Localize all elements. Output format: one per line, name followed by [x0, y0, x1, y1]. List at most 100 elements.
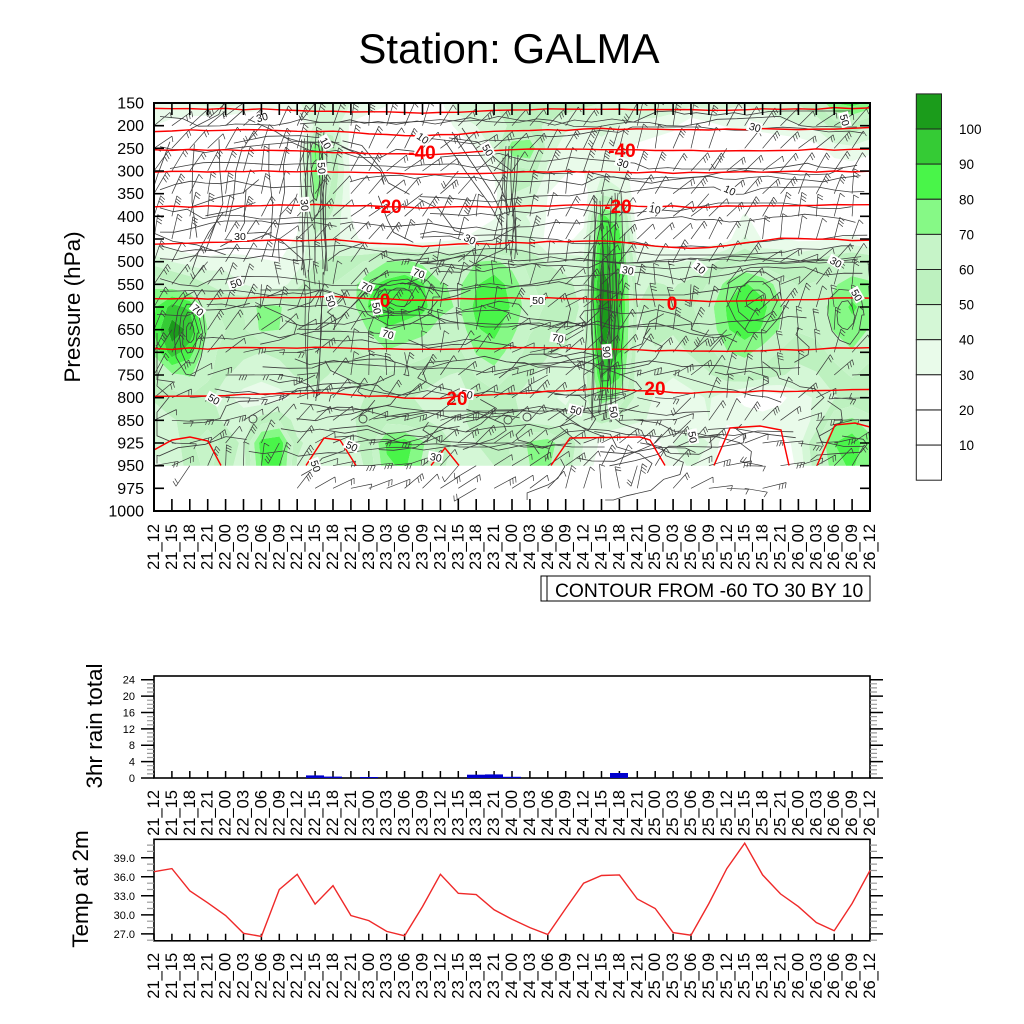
svg-text:21_12: 21_12 [145, 953, 163, 999]
svg-text:90: 90 [600, 346, 613, 359]
svg-text:21_12: 21_12 [145, 790, 163, 836]
svg-text:700: 700 [117, 345, 144, 362]
svg-text:22_09: 22_09 [270, 524, 288, 570]
svg-text:90: 90 [959, 157, 974, 172]
svg-text:39.0: 39.0 [114, 853, 135, 865]
svg-text:21_18: 21_18 [181, 524, 199, 570]
svg-text:200: 200 [117, 118, 144, 135]
svg-text:50: 50 [229, 276, 244, 291]
svg-text:70: 70 [381, 328, 396, 343]
svg-text:20: 20 [446, 389, 467, 410]
svg-text:22_18: 22_18 [324, 790, 342, 836]
svg-text:10: 10 [959, 438, 974, 453]
svg-text:25_06: 25_06 [682, 790, 700, 836]
svg-text:25_09: 25_09 [700, 953, 718, 999]
svg-text:30: 30 [234, 231, 246, 243]
svg-text:22_15: 22_15 [306, 790, 324, 836]
svg-text:30: 30 [255, 111, 270, 126]
svg-text:24_12: 24_12 [575, 953, 593, 999]
svg-text:23_03: 23_03 [378, 790, 396, 836]
svg-text:22_06: 22_06 [252, 524, 270, 570]
svg-text:23_15: 23_15 [449, 524, 467, 570]
svg-text:24_12: 24_12 [575, 790, 593, 836]
svg-text:24_06: 24_06 [539, 953, 557, 999]
svg-text:40: 40 [959, 333, 974, 348]
svg-text:21_15: 21_15 [163, 953, 181, 999]
svg-text:24_21: 24_21 [628, 790, 646, 836]
svg-text:20: 20 [959, 403, 974, 418]
svg-text:1000: 1000 [108, 504, 144, 521]
svg-text:-40: -40 [408, 143, 435, 164]
svg-text:22_12: 22_12 [288, 790, 306, 836]
svg-text:25_21: 25_21 [772, 524, 790, 570]
svg-text:24_00: 24_00 [503, 953, 521, 999]
svg-text:21_18: 21_18 [181, 953, 199, 999]
svg-text:24_18: 24_18 [610, 790, 628, 836]
svg-text:25_15: 25_15 [736, 524, 754, 570]
svg-text:36.0: 36.0 [114, 872, 135, 884]
svg-text:12: 12 [123, 724, 135, 736]
svg-text:25_00: 25_00 [646, 953, 664, 999]
svg-text:30.0: 30.0 [114, 910, 135, 922]
svg-text:25_00: 25_00 [646, 790, 664, 836]
svg-text:70: 70 [411, 266, 426, 281]
svg-text:650: 650 [117, 322, 144, 339]
svg-text:50: 50 [369, 301, 383, 315]
svg-text:23_00: 23_00 [360, 790, 378, 836]
svg-text:26_12: 26_12 [861, 953, 879, 999]
svg-text:25_06: 25_06 [682, 953, 700, 999]
svg-text:950: 950 [117, 458, 144, 475]
svg-text:23_15: 23_15 [449, 953, 467, 999]
svg-text:25_06: 25_06 [682, 524, 700, 570]
svg-text:30: 30 [827, 255, 843, 271]
svg-text:23_03: 23_03 [378, 953, 396, 999]
svg-text:24_21: 24_21 [628, 953, 646, 999]
svg-text:23_15: 23_15 [449, 790, 467, 836]
svg-text:21_15: 21_15 [163, 790, 181, 836]
svg-text:350: 350 [117, 186, 144, 203]
svg-text:750: 750 [117, 368, 144, 385]
svg-text:22_06: 22_06 [252, 953, 270, 999]
svg-text:22_12: 22_12 [288, 524, 306, 570]
svg-text:23_18: 23_18 [467, 524, 485, 570]
svg-text:24_18: 24_18 [610, 953, 628, 999]
svg-text:23_21: 23_21 [485, 953, 503, 999]
svg-text:23_03: 23_03 [378, 524, 396, 570]
svg-text:22_00: 22_00 [217, 524, 235, 570]
svg-text:50: 50 [205, 392, 221, 408]
svg-text:22_18: 22_18 [324, 953, 342, 999]
svg-text:25_12: 25_12 [718, 524, 736, 570]
svg-text:0: 0 [129, 773, 135, 785]
svg-text:24_06: 24_06 [539, 790, 557, 836]
svg-text:0: 0 [667, 294, 678, 315]
svg-text:23_12: 23_12 [431, 953, 449, 999]
svg-text:22_06: 22_06 [252, 790, 270, 836]
svg-text:25_18: 25_18 [754, 790, 772, 836]
svg-text:150: 150 [117, 96, 144, 113]
svg-text:975: 975 [117, 481, 144, 498]
svg-text:30: 30 [621, 264, 635, 278]
svg-text:25_03: 25_03 [664, 524, 682, 570]
svg-text:25_15: 25_15 [736, 790, 754, 836]
svg-text:70: 70 [551, 332, 565, 346]
svg-text:450: 450 [117, 232, 144, 249]
svg-text:21_21: 21_21 [199, 790, 217, 836]
svg-text:26_09: 26_09 [843, 953, 861, 999]
svg-text:26_06: 26_06 [825, 524, 843, 570]
svg-text:10: 10 [722, 183, 738, 199]
svg-text:-20: -20 [604, 197, 631, 218]
svg-text:26_09: 26_09 [843, 790, 861, 836]
svg-text:27.0: 27.0 [114, 929, 135, 941]
svg-text:23_12: 23_12 [431, 524, 449, 570]
svg-text:850: 850 [117, 413, 144, 430]
svg-text:26_03: 26_03 [807, 790, 825, 836]
svg-text:25_18: 25_18 [754, 953, 772, 999]
svg-text:Pressure (hPa): Pressure (hPa) [60, 231, 85, 382]
svg-text:21_18: 21_18 [181, 790, 199, 836]
svg-text:30: 30 [298, 199, 311, 212]
svg-text:26_12: 26_12 [861, 524, 879, 570]
svg-text:22_00: 22_00 [217, 790, 235, 836]
svg-text:50: 50 [322, 294, 337, 309]
svg-text:26_00: 26_00 [789, 790, 807, 836]
svg-text:30: 30 [462, 232, 478, 248]
